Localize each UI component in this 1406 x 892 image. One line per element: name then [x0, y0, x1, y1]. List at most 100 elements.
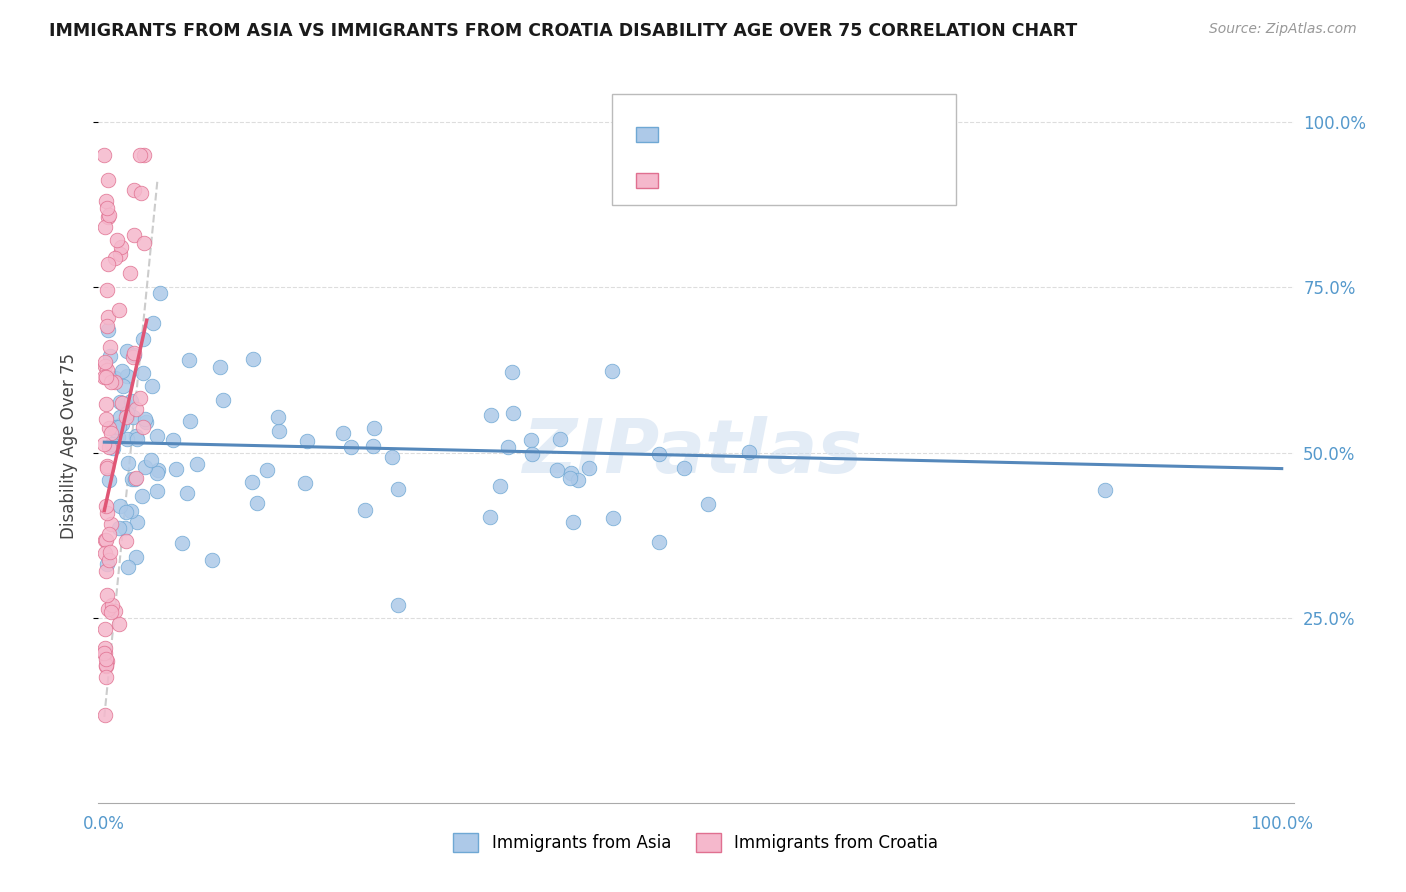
Point	[125, 471, 148, 485]
Point	[240, 475, 263, 489]
Point	[111, 417, 134, 431]
Point	[522, 447, 544, 461]
Point	[387, 482, 409, 496]
Point	[101, 441, 124, 455]
Point	[96, 369, 118, 384]
Point	[101, 598, 124, 612]
Point	[96, 461, 118, 475]
Point	[146, 463, 169, 477]
Point	[94, 622, 117, 636]
Point	[96, 362, 118, 376]
Point	[97, 209, 120, 223]
Point	[121, 394, 143, 409]
Point	[97, 172, 120, 186]
Point	[94, 355, 117, 369]
Point	[96, 458, 118, 473]
Point	[177, 353, 200, 368]
Point	[496, 440, 519, 454]
Point	[115, 533, 138, 548]
Point	[97, 602, 120, 616]
Y-axis label: Disability Age Over 75: Disability Age Over 75	[59, 353, 77, 539]
Point	[98, 340, 121, 354]
Point	[738, 445, 761, 459]
Point	[131, 419, 153, 434]
Point	[96, 506, 118, 520]
Point	[212, 393, 235, 408]
Point	[361, 440, 384, 454]
Point	[104, 604, 127, 618]
Point	[117, 560, 139, 574]
Point	[176, 486, 198, 500]
Point	[479, 408, 502, 422]
Point	[295, 434, 318, 448]
Point	[363, 421, 385, 435]
Point	[648, 535, 671, 549]
Point	[266, 409, 288, 424]
Point	[98, 545, 121, 559]
Point	[354, 503, 377, 517]
Point	[108, 499, 131, 513]
Point	[97, 526, 120, 541]
Point	[105, 420, 128, 434]
Point	[122, 228, 145, 243]
Point	[501, 365, 523, 379]
Point	[118, 266, 141, 280]
Point	[134, 148, 156, 162]
Point	[134, 411, 156, 425]
Text: ZIPatlas: ZIPatlas	[523, 416, 863, 489]
Point	[673, 460, 696, 475]
Point	[242, 351, 264, 366]
Point	[127, 515, 149, 529]
Point	[93, 359, 115, 374]
Point	[93, 646, 115, 660]
Point	[110, 364, 132, 378]
Point	[602, 511, 624, 525]
Point	[142, 316, 165, 330]
Point	[520, 434, 543, 448]
Point	[97, 310, 120, 324]
Point	[110, 247, 132, 261]
Point	[208, 359, 231, 374]
Point	[96, 564, 118, 578]
Point	[267, 424, 290, 438]
Point	[98, 421, 121, 435]
Point	[104, 375, 127, 389]
Point	[246, 496, 269, 510]
Point	[148, 285, 170, 300]
Point	[120, 504, 142, 518]
Point	[201, 553, 224, 567]
Text: IMMIGRANTS FROM ASIA VS IMMIGRANTS FROM CROATIA DISABILITY AGE OVER 75 CORRELATI: IMMIGRANTS FROM ASIA VS IMMIGRANTS FROM …	[49, 22, 1077, 40]
Point	[162, 433, 184, 447]
Point	[107, 521, 129, 535]
Point	[134, 459, 156, 474]
Point	[114, 397, 136, 411]
Point	[94, 194, 117, 208]
Point	[578, 461, 600, 475]
Point	[96, 557, 118, 571]
Legend: Immigrants from Asia, Immigrants from Croatia: Immigrants from Asia, Immigrants from Cr…	[447, 826, 945, 859]
Point	[567, 473, 589, 487]
Point	[478, 510, 501, 524]
Point	[124, 550, 146, 565]
Point	[122, 351, 145, 365]
Point	[108, 303, 131, 318]
Point	[110, 240, 132, 254]
Point	[100, 426, 122, 441]
Point	[122, 409, 145, 424]
Point	[101, 437, 124, 451]
Point	[108, 616, 131, 631]
Point	[94, 219, 117, 234]
Point	[122, 346, 145, 360]
Point	[94, 533, 117, 547]
Point	[125, 432, 148, 446]
Point	[146, 466, 169, 480]
Point	[93, 437, 115, 451]
Point	[135, 415, 157, 429]
Point	[111, 379, 134, 393]
Point	[132, 333, 155, 347]
Point	[117, 401, 139, 416]
Point	[502, 406, 524, 420]
Point	[94, 670, 117, 684]
Point	[114, 520, 136, 534]
Point	[381, 450, 404, 464]
